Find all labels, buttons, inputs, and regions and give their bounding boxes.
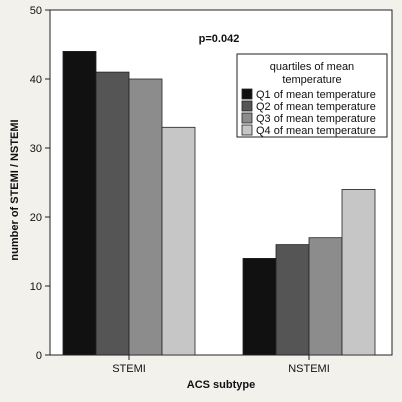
legend-swatch-q4 [241, 124, 253, 136]
legend-box [236, 53, 388, 138]
bar-nstemi-q2 [275, 244, 310, 356]
bar-stemi-q1 [62, 51, 97, 356]
y-tick-label: 50 [30, 5, 42, 17]
legend: quartiles of mean temperature Q1 of mean… [236, 53, 388, 138]
legend-title-line1: quartiles of mean [270, 61, 354, 73]
legend-swatch-q1 [241, 88, 253, 100]
p-value-annotation: p=0.042 [199, 33, 240, 45]
x-tick-label-nstemi: NSTEMI [288, 363, 330, 375]
legend-title-line2: temperature [282, 74, 341, 86]
y-axis-label: number of STEMI / NSTEMI [9, 119, 21, 260]
y-tick-label: 20 [30, 212, 42, 224]
legend-label-q4: Q4 of mean temperature [256, 125, 376, 137]
bar-nstemi-q3 [308, 237, 343, 356]
x-axis: STEMI NSTEMI [112, 355, 330, 375]
y-axis: 0 10 20 30 40 50 [30, 5, 50, 362]
y-tick-label: 0 [36, 350, 42, 362]
legend-swatch-q3 [241, 112, 253, 124]
legend-label-q3: Q3 of mean temperature [256, 113, 376, 125]
y-tick-label: 40 [30, 74, 42, 86]
bar-stemi-q4 [161, 126, 196, 356]
y-tick-label: 30 [30, 143, 42, 155]
bar-nstemi-q1 [242, 257, 277, 356]
bar-stemi-q3 [128, 78, 163, 356]
legend-label-q1: Q1 of mean temperature [256, 89, 376, 101]
y-tick-label: 10 [30, 281, 42, 293]
legend-label-q2: Q2 of mean temperature [256, 101, 376, 113]
x-tick-label-stemi: STEMI [112, 363, 146, 375]
legend-swatch-q2 [241, 100, 253, 112]
bar-stemi-q2 [95, 71, 130, 356]
bar-nstemi-q4 [341, 188, 376, 356]
x-axis-label: ACS subtype [187, 379, 255, 391]
bars-group [62, 51, 376, 356]
